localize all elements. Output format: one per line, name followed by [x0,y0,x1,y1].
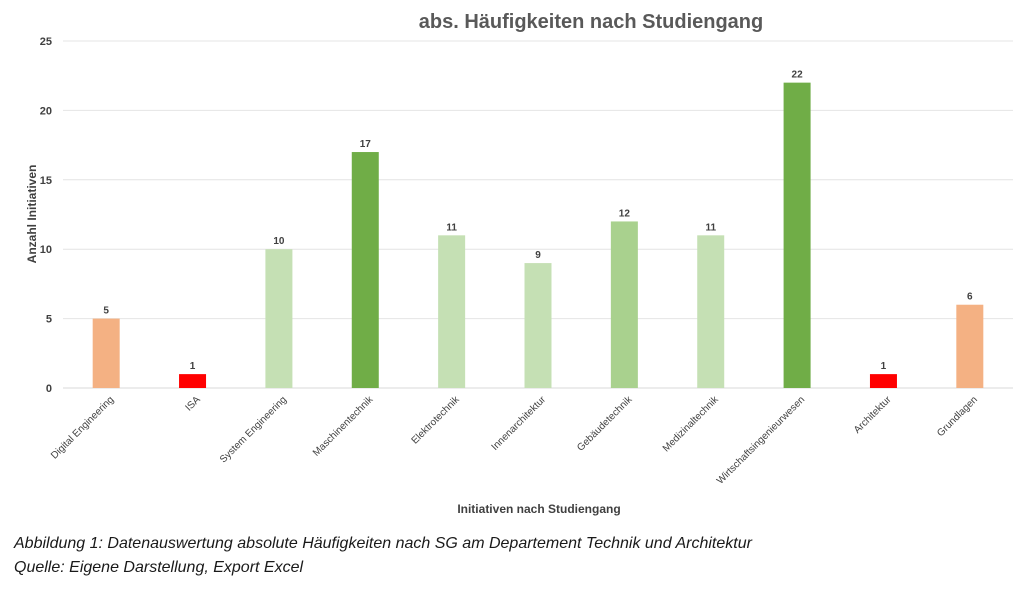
bars [92,82,984,388]
y-axis-ticks: 0 5 10 15 20 25 [40,36,52,395]
y-tick-label: 15 [40,175,52,187]
bar [438,235,466,388]
bar [524,263,552,388]
bar [351,152,379,388]
gridlines [63,40,1013,320]
bar [783,82,811,388]
y-tick-label: 10 [40,244,52,256]
y-tick-label: 25 [40,36,52,48]
bar [265,249,293,388]
data-label: 22 [792,70,804,81]
x-category-label: Gebäudetechnik [575,394,635,454]
y-tick-label: 5 [46,314,52,326]
data-label: 1 [190,361,196,372]
x-category-label: Elektrotechnik [410,394,463,447]
x-category-label: Digital Engineering [49,394,116,461]
chart-area: abs. Häufigkeiten nach Studiengang 0 5 10 1… [25,11,1013,516]
y-axis-title: Anzahl Initiativen [25,165,39,264]
data-label: 11 [705,222,716,233]
x-category-label: Wirtschaftsingenieurwesen [715,394,807,486]
data-label: 9 [535,250,541,261]
chart-title: abs. Häufigkeiten nach Studiengang [419,11,764,33]
bar [869,374,897,388]
x-category-label: Medizinaltechnik [661,394,722,455]
bar [956,304,984,388]
y-tick-label: 0 [46,383,52,395]
data-label: 12 [619,208,631,219]
x-axis-category-labels: Digital Engineering ISA System Engineering… [49,394,980,487]
data-label: 11 [446,222,457,233]
data-label: 6 [967,292,973,303]
bar [92,318,120,388]
bar [610,221,638,388]
data-label: 17 [360,139,372,150]
y-tick-label: 20 [40,105,52,117]
x-category-label: System Engineering [218,394,289,465]
figure-source: Quelle: Eigene Darstellung, Export Excel [14,559,304,576]
bar [697,235,725,388]
data-label: 1 [881,361,887,372]
data-label: 5 [103,306,109,317]
bar [179,374,207,388]
x-category-label: Innenarchitektur [490,394,549,453]
x-category-label: Grundlagen [935,394,980,439]
x-category-label: Maschinentechnik [311,394,376,459]
data-label: 10 [273,236,285,247]
data-labels: 5 1 10 17 11 9 12 11 22 1 6 [103,70,973,372]
x-category-label: ISA [183,394,202,413]
x-axis-title: Initiativen nach Studiengang [457,502,620,516]
bar-chart: abs. Häufigkeiten nach Studiengang 0 5 10 1… [25,11,1013,516]
x-category-label: Architektur [852,394,894,436]
figure-caption: Abbildung 1: Datenauswertung absolute Hä… [14,535,752,552]
